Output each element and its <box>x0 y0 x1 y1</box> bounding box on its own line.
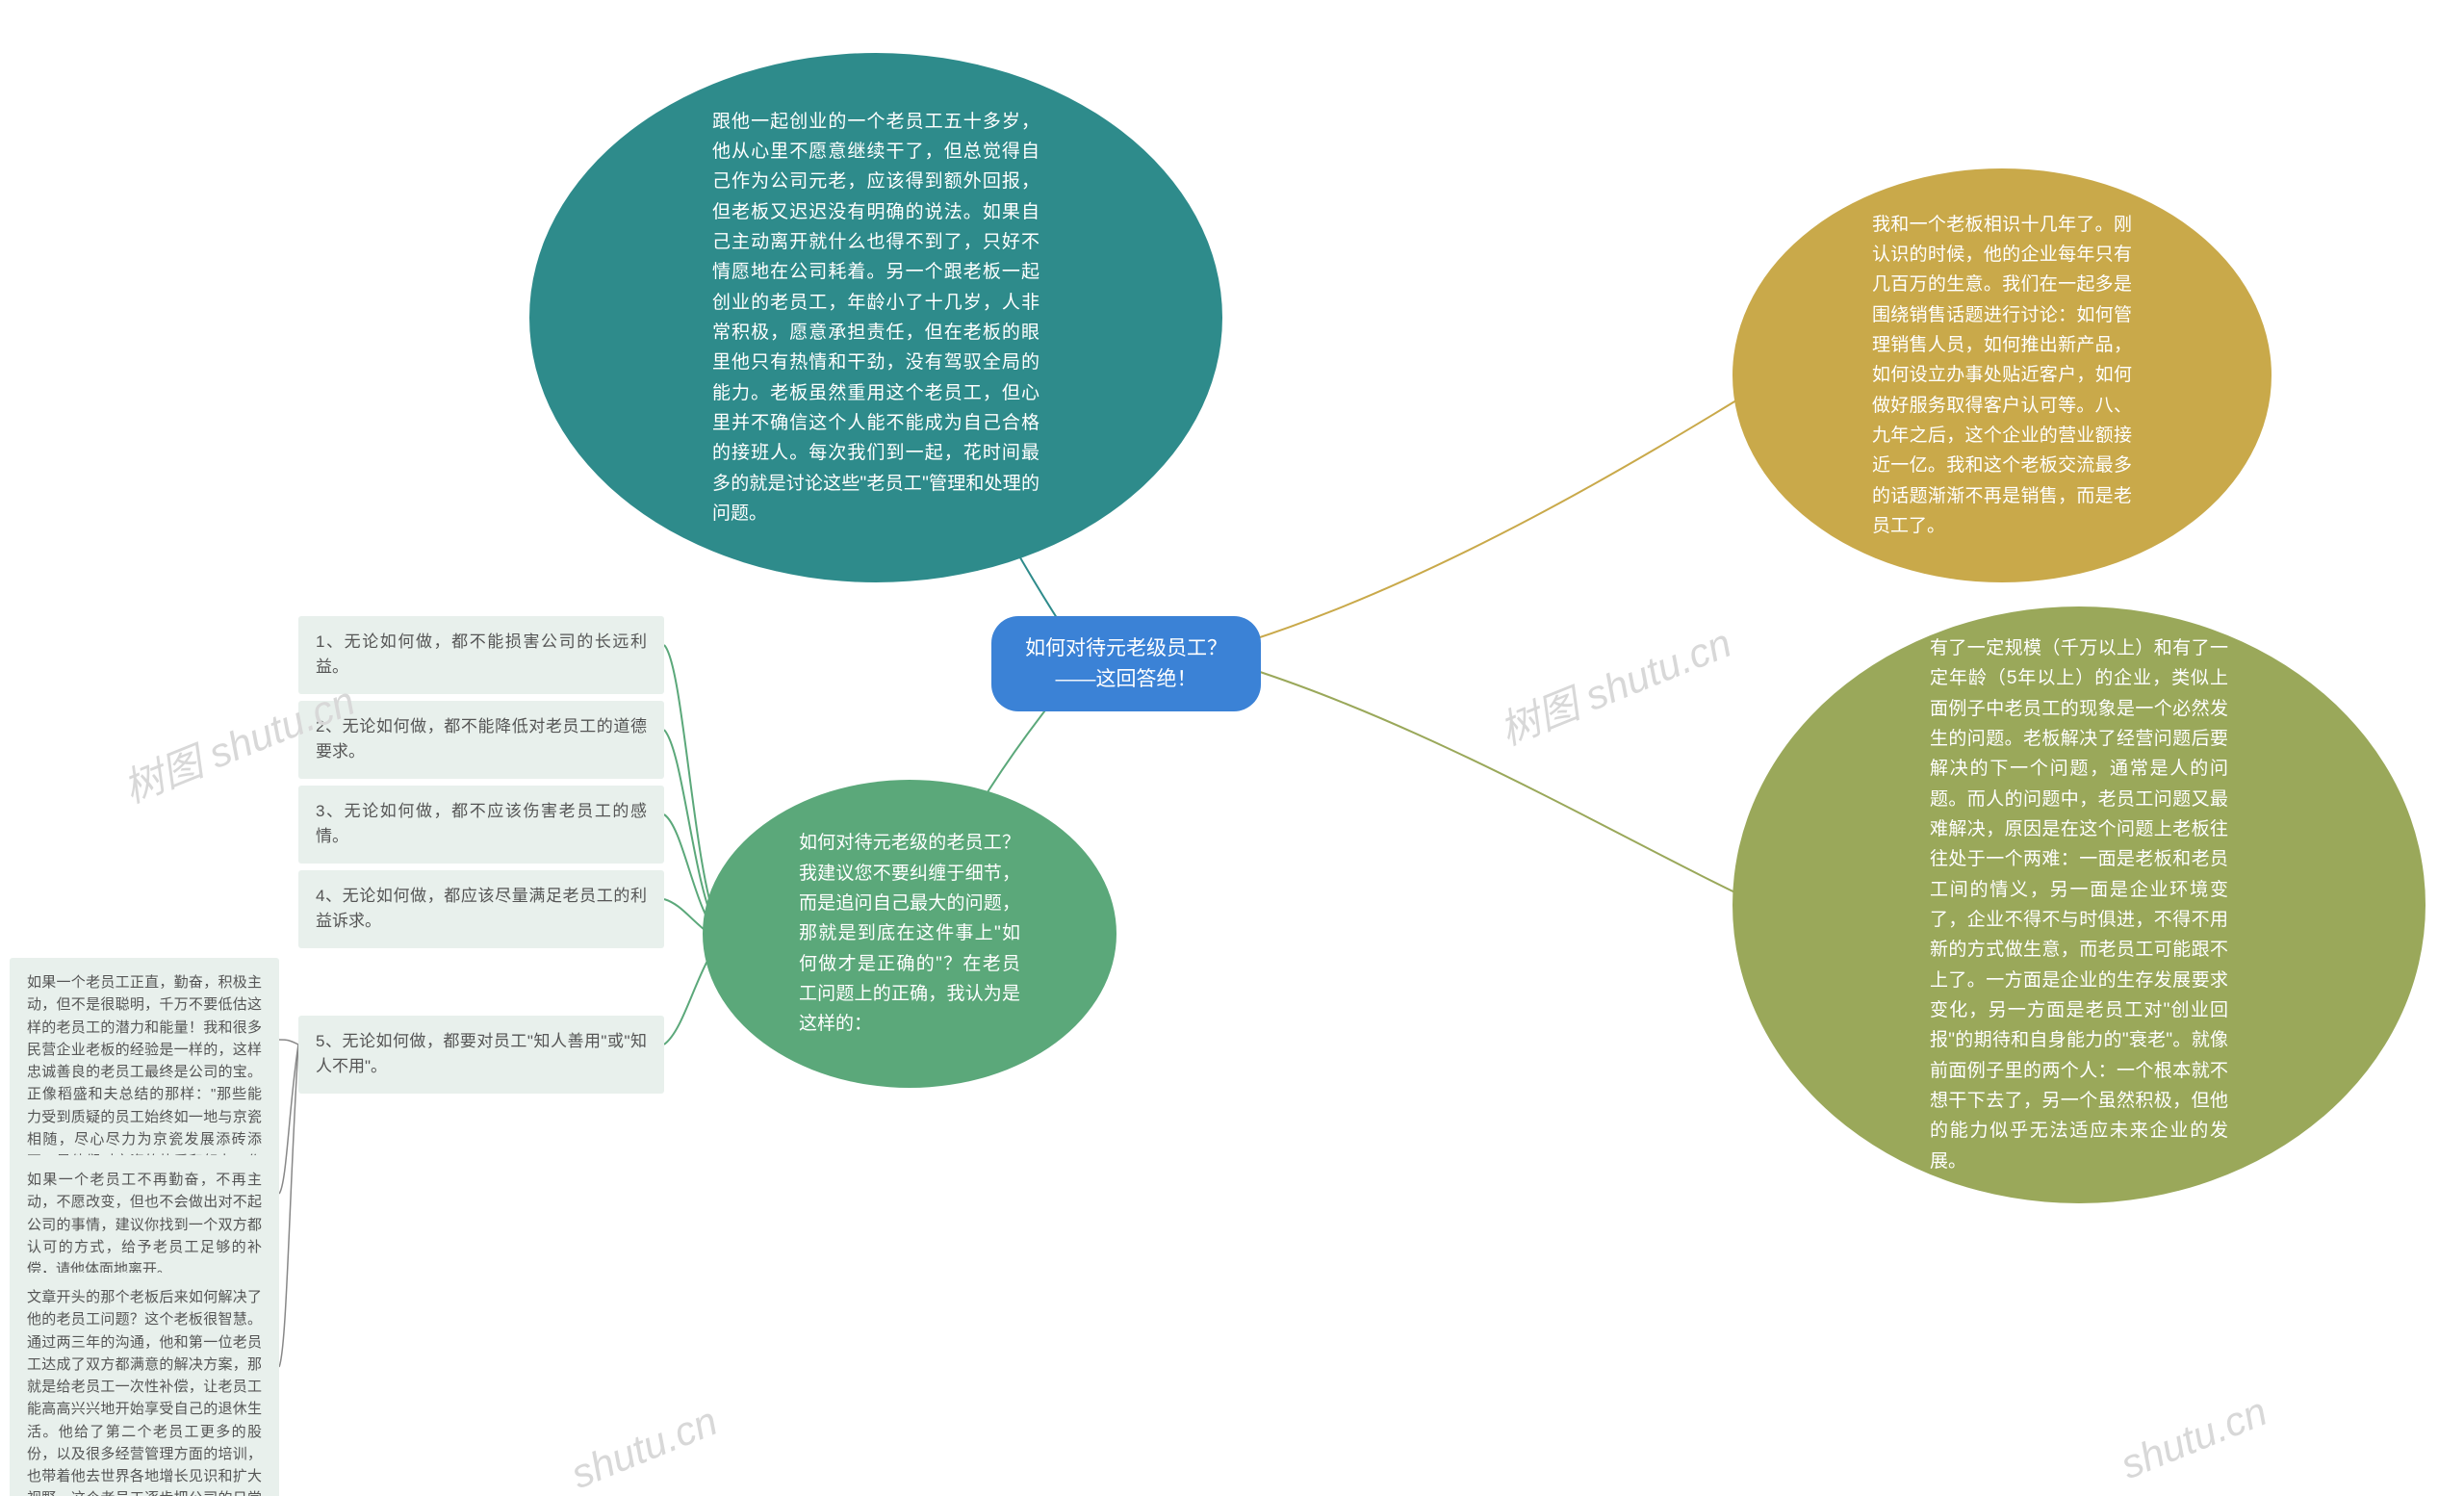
branch-olive-text: 有了一定规模（千万以上）和有了一定年龄（5年以上）的企业，类似上面例子中老员工的… <box>1891 633 2267 1176</box>
branch-teal-text: 跟他一起创业的一个老员工五十多岁，他从心里不愿意继续干了，但总觉得自己作为公司元… <box>674 107 1078 529</box>
watermark: 树图 shutu.cn <box>1490 611 1739 758</box>
branch-teal[interactable]: 跟他一起创业的一个老员工五十多岁，他从心里不愿意继续干了，但总觉得自己作为公司元… <box>529 53 1222 582</box>
leaf-2[interactable]: 2、无论如何做，都不能降低对老员工的道德要求。 <box>298 701 664 779</box>
leaf-3[interactable]: 3、无论如何做，都不应该伤害老员工的感情。 <box>298 786 664 864</box>
branch-green-text: 如何对待元老级的老员工？我建议您不要纠缠于细节，而是追问自己最大的问题，那就是到… <box>760 828 1059 1039</box>
branch-yellow-text: 我和一个老板相识十几年了。刚认识的时候，他的企业每年只有几百万的生意。我们在一起… <box>1834 210 2170 542</box>
branch-yellow[interactable]: 我和一个老板相识十几年了。刚认识的时候，他的企业每年只有几百万的生意。我们在一起… <box>1732 168 2272 582</box>
watermark: shutu.cn <box>565 1398 724 1496</box>
watermark: shutu.cn <box>2115 1388 2273 1488</box>
center-node[interactable]: 如何对待元老级员工？——这回答绝！ <box>991 616 1261 711</box>
leaf-4[interactable]: 4、无论如何做，都应该尽量满足老员工的利益诉求。 <box>298 870 664 948</box>
subleaf-3[interactable]: 文章开头的那个老板后来如何解决了他的老员工问题？这个老板很智慧。通过两三年的沟通… <box>10 1273 279 1496</box>
branch-green[interactable]: 如何对待元老级的老员工？我建议您不要纠缠于细节，而是追问自己最大的问题，那就是到… <box>703 780 1116 1088</box>
leaf-1[interactable]: 1、无论如何做，都不能损害公司的长远利益。 <box>298 616 664 694</box>
branch-olive[interactable]: 有了一定规模（千万以上）和有了一定年龄（5年以上）的企业，类似上面例子中老员工的… <box>1732 606 2426 1203</box>
leaf-5[interactable]: 5、无论如何做，都要对员工"知人善用"或"知人不用"。 <box>298 1016 664 1094</box>
